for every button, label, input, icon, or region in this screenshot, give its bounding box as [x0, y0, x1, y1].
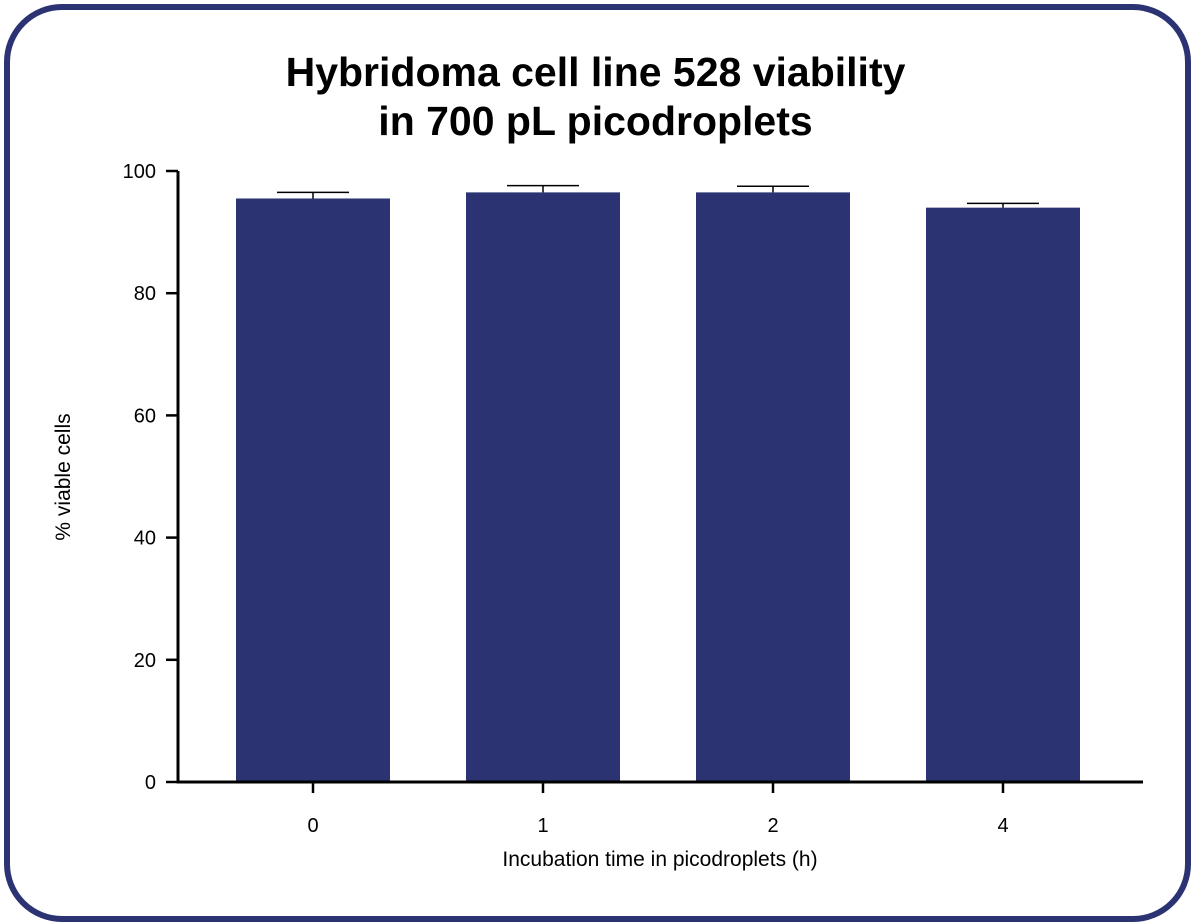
y-tick-label-40: 40	[134, 528, 156, 550]
error-bars-layer	[277, 184, 1039, 208]
x-tick-label-1: 1	[537, 815, 548, 837]
x-axis-label: Incubation time in picodroplets (h)	[502, 848, 817, 871]
x-tick-label-0: 0	[307, 815, 318, 837]
bar-1	[466, 192, 620, 782]
chart-title: Hybridoma cell line 528 viability in 700…	[0, 48, 1191, 146]
y-tick-label-80: 80	[134, 283, 156, 305]
x-tick-label-4: 4	[997, 815, 1008, 837]
chart-title-line-1: Hybridoma cell line 528 viability	[285, 49, 906, 95]
y-tick-label-100: 100	[123, 161, 156, 183]
x-tick-label-2: 2	[767, 815, 778, 837]
y-axis-label: % viable cells	[52, 413, 75, 540]
y-tick-label-0: 0	[145, 772, 156, 794]
y-tick-label-20: 20	[134, 650, 156, 672]
chart-title-line-2: in 700 pL picodroplets	[378, 98, 813, 144]
y-tick-label-60: 60	[134, 405, 156, 427]
bar-2	[696, 192, 850, 782]
bar-4	[926, 207, 1080, 782]
bar-0	[236, 198, 390, 782]
bars-layer	[236, 192, 1080, 782]
